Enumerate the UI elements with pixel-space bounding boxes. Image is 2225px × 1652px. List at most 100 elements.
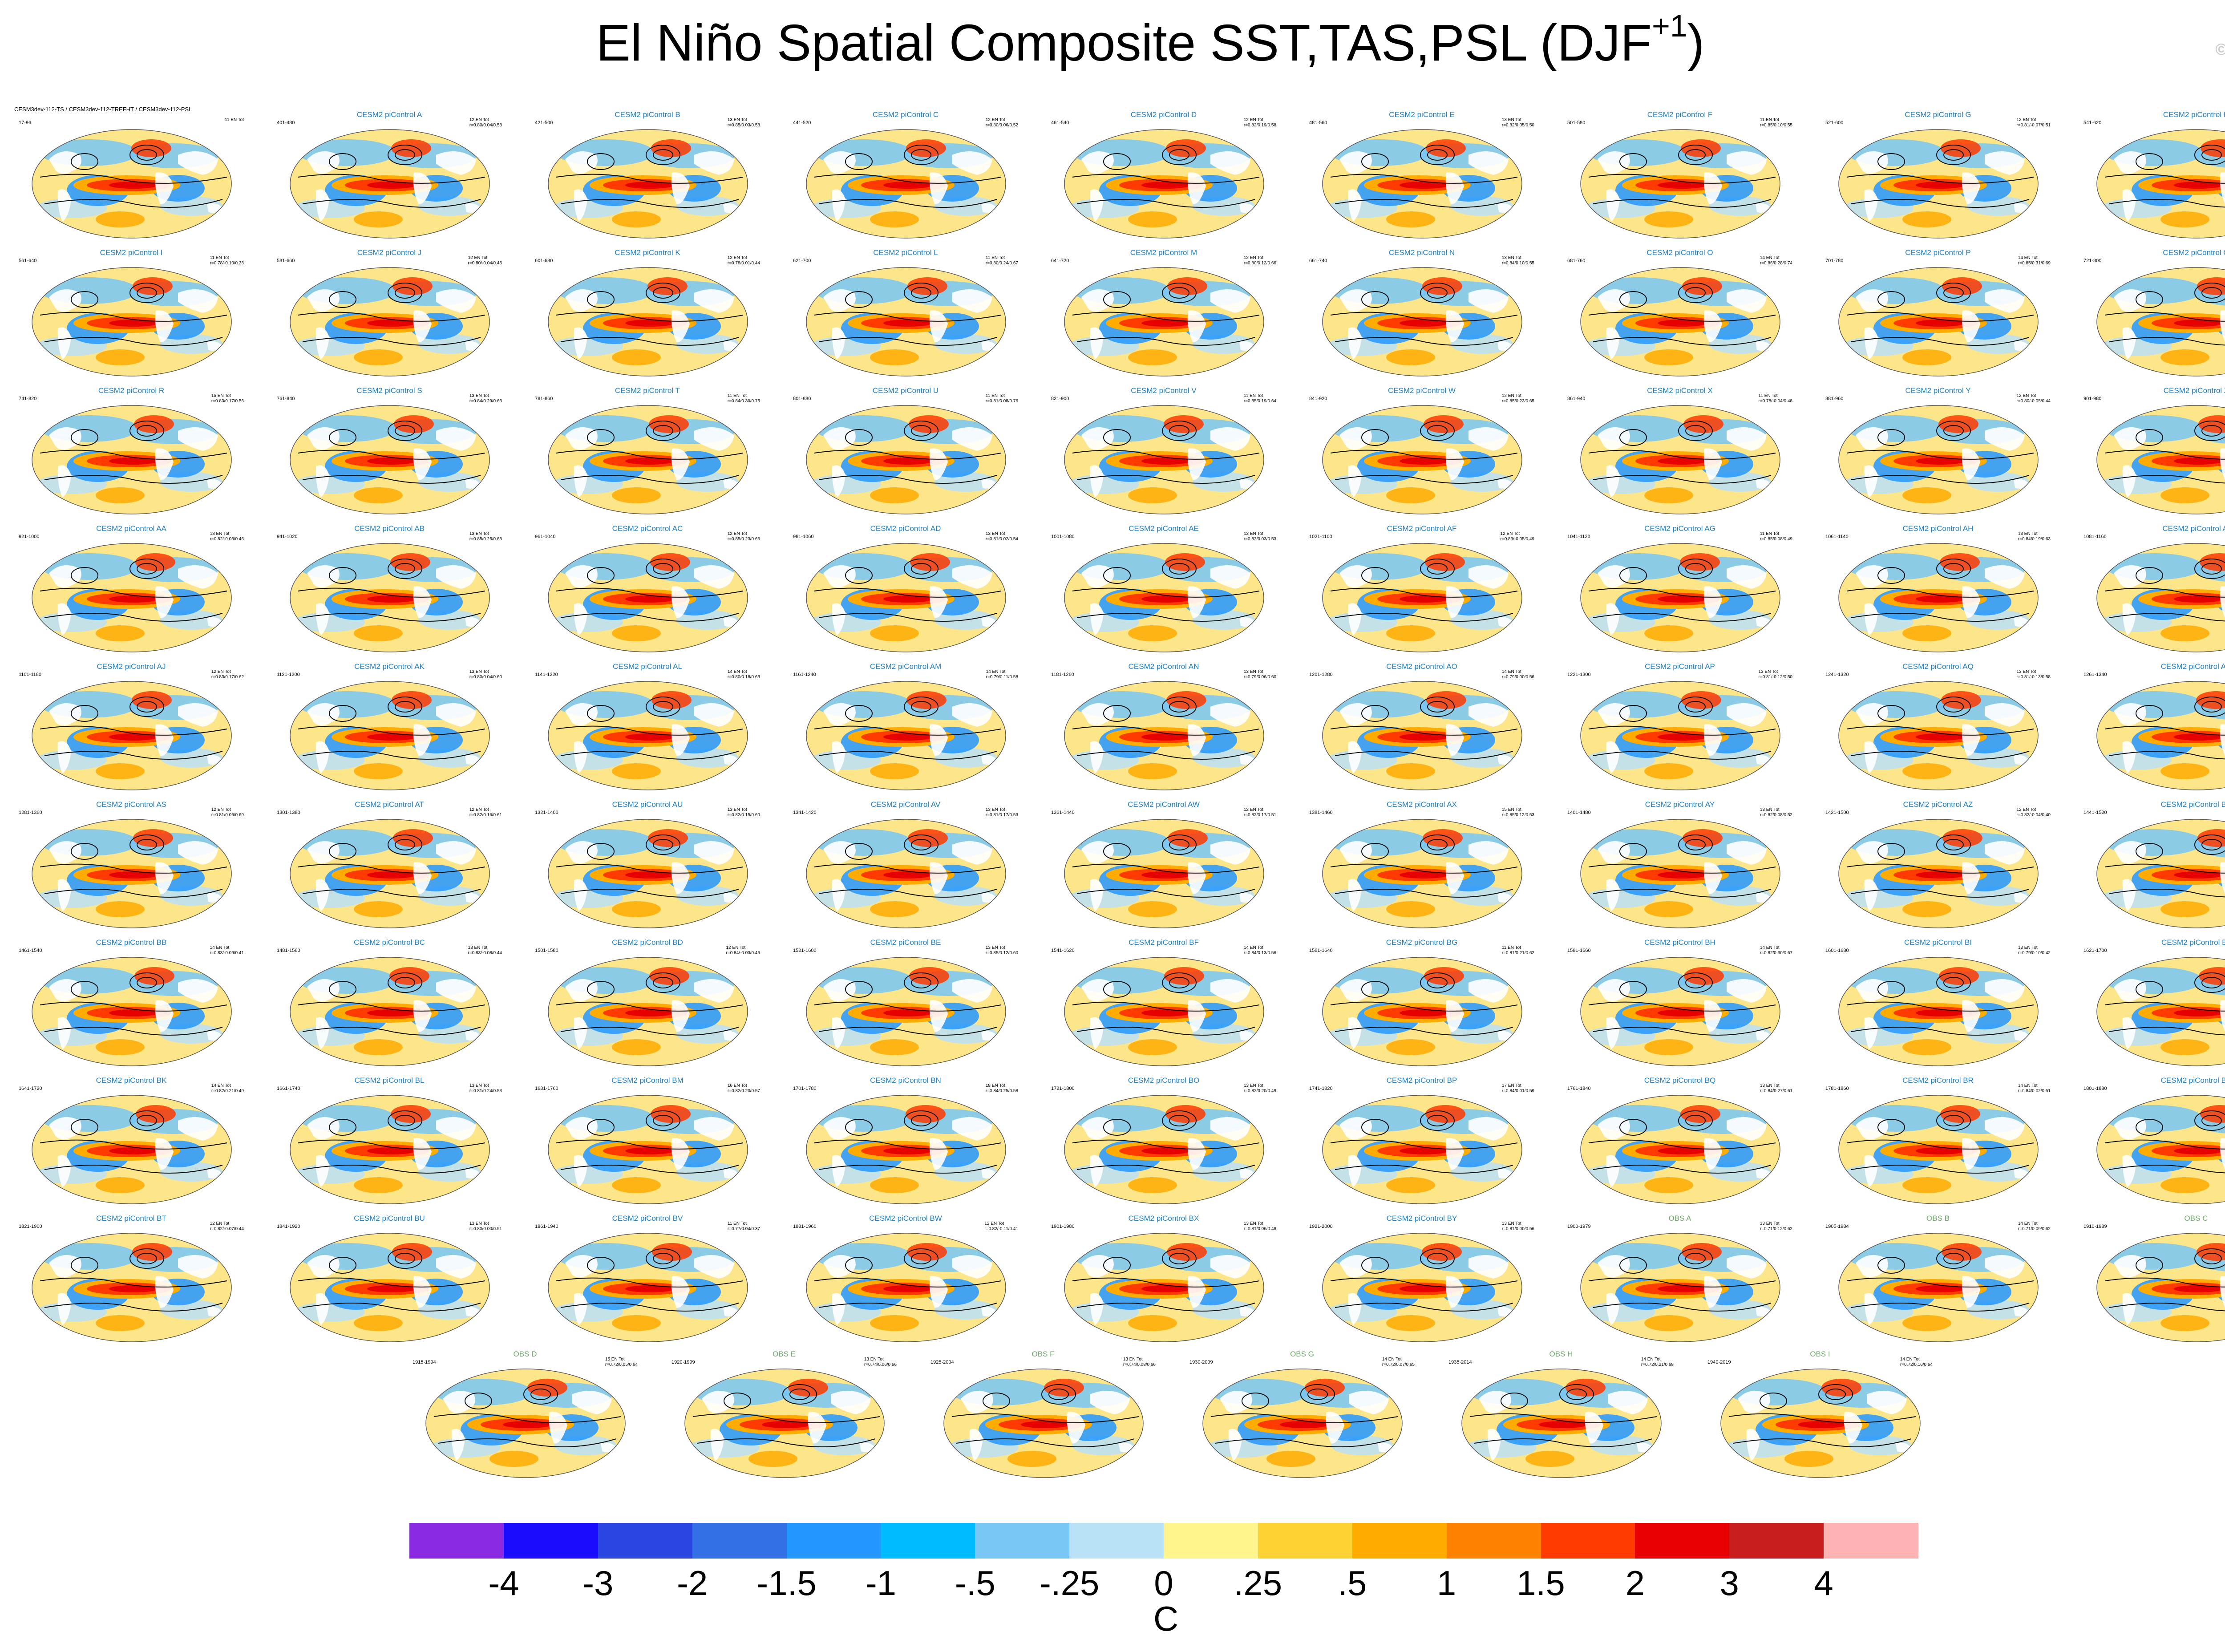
globe-map — [2096, 681, 2225, 790]
map-panel: CESM2 piControl BW 1881-1960 12 EN Tot r=0… — [788, 1214, 1024, 1348]
panel-years: 561-640 — [19, 258, 37, 263]
panel-years: 1001-1080 — [1051, 534, 1075, 539]
map-panel: CESM2 piControl AC 961-1040 12 EN Tot r=0.… — [530, 524, 765, 659]
map-panel: CESM2 piControl BH 1581-1660 14 EN Tot r=0… — [1562, 938, 1798, 1073]
map-panel: CESM2 piControl O 681-760 14 EN Tot r=0.86… — [1562, 248, 1798, 383]
panel-stats: 12 EN Tot r=0.83/-0.05/0.49 — [1500, 531, 1534, 542]
panel-years: 841-920 — [1309, 396, 1327, 401]
panel-title: OBS H — [1549, 1350, 1573, 1358]
panel-title: CESM2 piControl Y — [1905, 386, 1971, 395]
map-panel: CESM2 piControl AV 1341-1420 13 EN Tot r=0… — [788, 800, 1024, 935]
panel-title: CESM2 piControl AG — [1644, 524, 1715, 533]
panel-years: 1925-2004 — [930, 1360, 954, 1365]
globe-fill — [1581, 819, 1780, 928]
panel-years: 1521-1600 — [793, 948, 817, 953]
panel-title: CESM2 piControl H — [2163, 110, 2225, 119]
panel-stats: 14 EN Tot r=0.82/0.21/0.49 — [211, 1083, 244, 1093]
globe-fill — [1839, 819, 2038, 928]
panel-years: 1121-1200 — [277, 672, 300, 677]
panel-stats: 13 EN Tot r=0.82/0.03/0.53 — [1243, 531, 1276, 542]
globe-map — [2096, 1095, 2225, 1204]
panel-years: 541-620 — [2083, 120, 2102, 126]
panel-stats: 13 EN Tot r=0.81/0.06/0.48 — [1243, 1221, 1276, 1231]
panel-stats: 13 EN Tot r=0.81/0.24/0.53 — [469, 1083, 502, 1093]
panel-years: 1701-1780 — [793, 1086, 817, 1091]
panel-title: CESM2 piControl BU — [354, 1214, 425, 1223]
globe-map — [2096, 1233, 2225, 1342]
globe-fill — [1581, 957, 1780, 1066]
globe-fill — [1064, 957, 1264, 1066]
globe-map — [1580, 129, 1780, 239]
globe-map — [1580, 819, 1780, 928]
globe-fill — [1064, 543, 1264, 652]
panel-title: CESM2 piControl BF — [1129, 938, 1199, 947]
panel-title: CESM2 piControl R — [98, 386, 165, 395]
panel-stats: 12 EN Tot r=0.80/0.06/0.52 — [985, 117, 1018, 128]
globe-map — [32, 1233, 232, 1342]
globe-fill — [1581, 130, 1780, 238]
panel-years: 681-760 — [1567, 258, 1586, 263]
panel-stats: 12 EN Tot r=0.81/0.06/0.69 — [211, 807, 244, 818]
panel-stats: 15 EN Tot r=0.83/0.17/0.56 — [211, 393, 244, 404]
panel-title: CESM2 piControl BX — [1128, 1214, 1199, 1223]
figure-title: El Niño Spatial Composite SST,TAS,PSL (D… — [596, 8, 1705, 72]
panel-years: 1341-1420 — [793, 810, 817, 815]
map-panel: CESM2 piControl BB 1461-1540 14 EN Tot r=0… — [13, 938, 249, 1073]
panel-title: CESM2 piControl Z — [2163, 386, 2225, 395]
globe-fill — [548, 1233, 748, 1342]
globe-fill — [2097, 405, 2225, 514]
colorbar-tick: -4 — [488, 1563, 519, 1603]
panel-stats: 12 EN Tot r=0.81/-0.07/0.51 — [2016, 117, 2051, 128]
globe-fill — [1581, 681, 1780, 790]
panel-stats: 16 EN Tot r=0.82/0.20/0.57 — [727, 1083, 760, 1093]
panel-years: 701-780 — [1825, 258, 1844, 263]
panel-years: 1041-1120 — [1567, 534, 1590, 539]
globe-map — [548, 543, 748, 652]
panel-years: 761-840 — [277, 396, 295, 401]
globe-fill — [1581, 543, 1780, 652]
globe-fill — [32, 543, 231, 652]
panel-title: CESM2 piControl BG — [1386, 938, 1458, 947]
panel-stats: 13 EN Tot r=0.81/-0.13/0.58 — [2016, 669, 2051, 680]
panel-title: OBS E — [773, 1350, 796, 1358]
globe-fill — [2097, 819, 2225, 928]
panel-title: CESM2 piControl AC — [612, 524, 683, 533]
globe-map — [1838, 957, 2039, 1066]
globe-fill — [1839, 681, 2038, 790]
map-panel: CESM2 piControl AH 1061-1140 13 EN Tot r=0… — [1820, 524, 2056, 659]
map-panel: CESM2 piControl BG 1561-1640 11 EN Tot r=0… — [1304, 938, 1540, 1073]
map-panel: OBS H 1935-2014 14 EN Tot r=0.72/0.21/0.68 — [1443, 1350, 1679, 1484]
globe-fill — [1581, 267, 1780, 376]
globe-fill — [1839, 267, 2038, 376]
panel-years: 1801-1880 — [2083, 1086, 2107, 1091]
panel-title: CESM2 piControl BN — [870, 1076, 941, 1085]
globe-map — [1580, 543, 1780, 652]
map-panel: CESM2 piControl M 641-720 12 EN Tot r=0.80… — [1046, 248, 1282, 383]
panel-stats: 13 EN Tot r=0.80/0.00/0.51 — [469, 1221, 502, 1231]
panel-title: CESM2 piControl BA — [2160, 800, 2225, 809]
globe-fill — [1462, 1369, 1661, 1478]
colorbar-tick: -.25 — [1039, 1563, 1100, 1603]
globe-map — [1322, 267, 1522, 377]
globe-fill — [2097, 130, 2225, 238]
panel-years: 1661-1740 — [277, 1086, 300, 1091]
panel-title: CESM2 piControl AU — [612, 800, 683, 809]
globe-map — [290, 405, 490, 514]
panel-stats: 14 EN Tot r=0.86/0.28/0.74 — [1760, 255, 1792, 266]
panel-years: 1561-1640 — [1309, 948, 1333, 953]
panel-years: 1921-2000 — [1309, 1224, 1333, 1229]
panel-stats: 11 EN Tot r=0.81/0.21/0.62 — [1501, 945, 1534, 956]
map-panel: CESM2 piControl BM 1681-1760 16 EN Tot r=0… — [530, 1076, 765, 1211]
colorbar-segment — [1164, 1523, 1258, 1559]
map-panel: OBS A 1900-1979 13 EN Tot r=0.71/0.12/0.62 — [1562, 1214, 1798, 1348]
panel-stats: 13 EN Tot r=0.81/0.00/0.56 — [1501, 1221, 1534, 1231]
map-panel: CESM2 piControl AU 1321-1400 13 EN Tot r=0… — [530, 800, 765, 935]
globe-map — [684, 1369, 885, 1478]
panel-title: CESM2 piControl G — [1905, 110, 1971, 119]
panel-title: CESM2 piControl AW — [1128, 800, 1200, 809]
panel-years: 1361-1440 — [1051, 810, 1075, 815]
globe-fill — [685, 1369, 884, 1478]
colorbar-segment — [598, 1523, 693, 1559]
